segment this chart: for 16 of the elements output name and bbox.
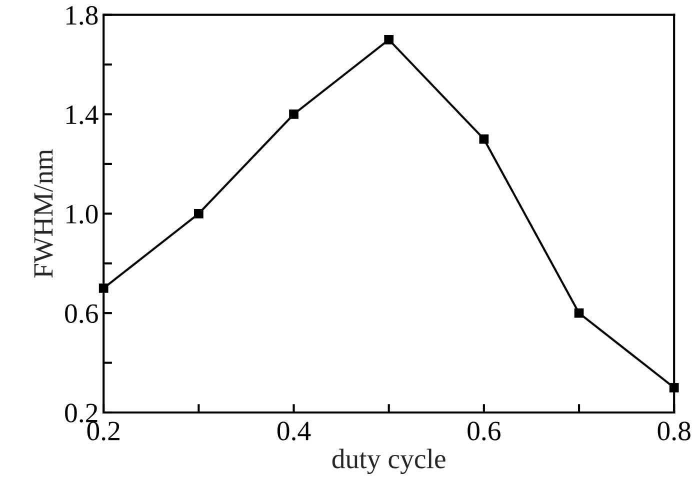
point — [384, 34, 394, 44]
point — [289, 110, 298, 119]
y-tick-label: 1.4 — [66, 106, 98, 124]
point — [574, 308, 584, 318]
point — [194, 208, 204, 218]
x-tick-label: 0.8 — [658, 422, 690, 440]
y-tick-label: 1.8 — [66, 6, 98, 25]
text: 1.0 — [66, 204, 98, 224]
y-tick-label: 0.6 — [65, 304, 98, 324]
x-tick-label: 0.6 — [468, 422, 500, 440]
x-tick-label: 0.4 — [277, 422, 311, 440]
x-tick-label: 0.2 — [87, 422, 120, 440]
y-axis-title: FWHM/nm — [34, 149, 53, 278]
point — [479, 134, 489, 144]
x-axis-title: duty cycle — [332, 448, 446, 474]
y-tick-label: 0.2 — [65, 404, 98, 423]
